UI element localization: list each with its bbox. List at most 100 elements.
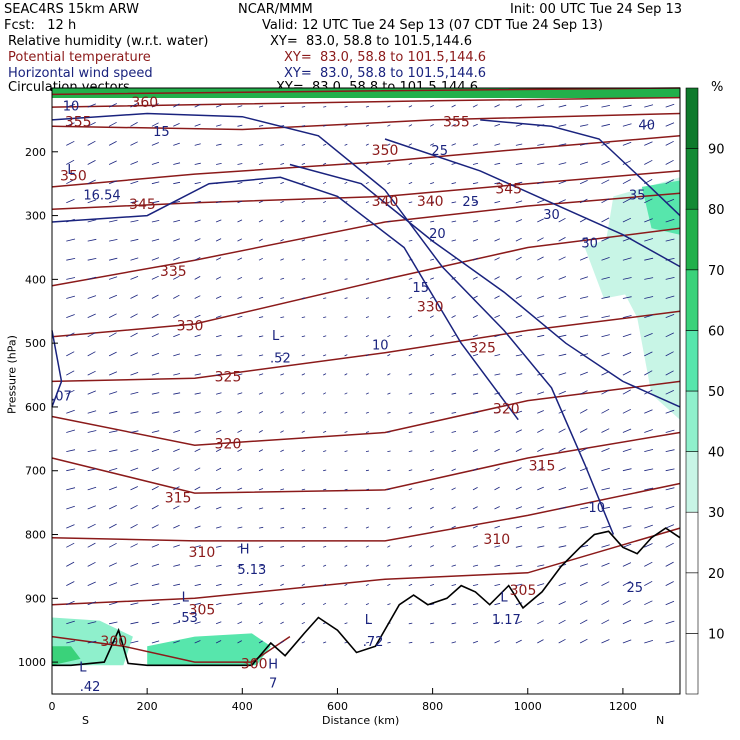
wind-label: 15 <box>153 125 170 140</box>
circulation-vector <box>66 314 75 318</box>
circulation-vector <box>216 564 222 567</box>
circulation-vector <box>622 296 632 299</box>
circulation-vector <box>537 601 545 606</box>
circulation-vector <box>601 237 610 242</box>
circulation-vector <box>601 352 610 357</box>
circulation-vector <box>644 104 654 108</box>
circulation-vector <box>151 505 159 510</box>
circulation-vector <box>108 468 118 472</box>
circulation-vector <box>365 469 370 472</box>
circulation-vector <box>579 276 589 280</box>
circulation-vector <box>515 315 523 318</box>
circulation-vector <box>515 429 522 433</box>
circulation-vector <box>644 389 653 395</box>
circulation-vector <box>151 238 160 242</box>
circulation-vector <box>108 160 117 165</box>
wind-label: 10 <box>63 99 80 114</box>
circulation-vector <box>451 104 456 108</box>
circulation-vector <box>494 334 501 338</box>
circulation-vector <box>130 543 138 548</box>
circulation-vector <box>601 544 610 548</box>
circulation-vector <box>66 542 75 548</box>
x-tick-label: 0 <box>49 700 56 713</box>
circulation-vector <box>472 564 479 567</box>
circulation-vector <box>430 143 434 146</box>
circulation-vector <box>151 621 160 625</box>
circulation-vector <box>87 332 96 338</box>
circulation-vector <box>344 450 348 452</box>
circulation-vector <box>537 218 544 223</box>
circulation-vector <box>558 276 567 280</box>
wind-line <box>51 176 519 421</box>
circulation-vector <box>258 200 264 204</box>
circulation-vector <box>472 487 478 491</box>
y-tick-label: 300 <box>25 210 46 223</box>
circulation-vector <box>580 315 589 318</box>
extrema-label: .53 <box>177 611 198 626</box>
circulation-vector <box>387 583 391 586</box>
circulation-vector <box>258 602 264 606</box>
circulation-vector <box>108 371 118 376</box>
circulation-vector <box>365 278 370 280</box>
circulation-vector <box>237 507 243 510</box>
circulation-vector <box>365 181 369 185</box>
circulation-vector <box>173 505 180 510</box>
rh-area <box>52 646 81 666</box>
circulation-vector <box>472 411 479 414</box>
circulation-vector <box>87 640 97 644</box>
colorbar-unit: % <box>711 80 724 95</box>
circulation-vector <box>451 431 457 433</box>
circulation-vector <box>66 600 75 606</box>
circulation-vector <box>173 544 180 548</box>
circulation-vector <box>66 332 75 338</box>
colorbar-cell <box>685 511 699 574</box>
circulation-vector <box>537 467 544 472</box>
circulation-vector <box>665 218 675 223</box>
circulation-vector <box>515 237 522 242</box>
circulation-vector <box>665 140 674 146</box>
circulation-vector <box>301 144 306 146</box>
circulation-vector <box>537 334 545 338</box>
circulation-vector <box>151 602 160 606</box>
circulation-vector <box>622 257 632 261</box>
circulation-vector <box>323 181 327 185</box>
circulation-vector <box>280 564 285 567</box>
circulation-vector <box>644 409 653 414</box>
circulation-vector <box>494 430 501 433</box>
circulation-vector <box>558 217 566 223</box>
circulation-vector <box>66 351 75 357</box>
circulation-vector <box>215 315 222 318</box>
circulation-vector <box>280 488 285 491</box>
circulation-vector <box>301 162 306 165</box>
circulation-vector <box>194 334 201 338</box>
circulation-vector <box>280 621 284 625</box>
circulation-vector <box>601 506 610 510</box>
circulation-vector <box>601 217 610 223</box>
circulation-vector <box>108 351 117 357</box>
circulation-vector <box>87 390 96 395</box>
theta-label: 355 <box>65 114 92 130</box>
circulation-vector <box>472 603 479 606</box>
circulation-vector <box>472 392 479 395</box>
circulation-vector <box>258 411 263 414</box>
x-tick-label: 200 <box>137 700 158 713</box>
circulation-vector <box>365 124 369 127</box>
extrema-label: H <box>240 543 250 558</box>
circulation-vector <box>622 487 632 491</box>
circulation-vector <box>258 488 264 491</box>
circulation-vector <box>280 239 284 242</box>
colorbar-cell <box>685 208 699 271</box>
circulation-vector <box>622 468 632 472</box>
y-tick-label: 900 <box>25 592 46 605</box>
circulation-vector <box>87 542 96 548</box>
circulation-vector <box>258 316 264 318</box>
circulation-vector <box>430 564 435 567</box>
circulation-vector <box>515 525 523 529</box>
circulation-vector <box>665 542 674 548</box>
circulation-vector <box>237 144 243 146</box>
circulation-vector <box>280 583 284 586</box>
circulation-vector <box>665 122 675 127</box>
circulation-vector <box>215 238 222 242</box>
header-center: NCAR/MMM <box>238 2 313 17</box>
circulation-vector <box>258 354 264 357</box>
